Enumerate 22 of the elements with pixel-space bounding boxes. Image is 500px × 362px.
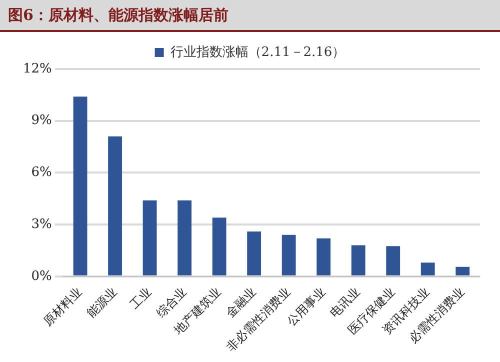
bar bbox=[73, 96, 88, 276]
x-tick-label: 原材料业 bbox=[40, 284, 85, 329]
x-tick-label: 能源业 bbox=[84, 284, 120, 320]
bar bbox=[142, 200, 157, 276]
y-tick-label: 6% bbox=[31, 165, 52, 180]
y-tick-label: 0% bbox=[31, 268, 52, 284]
bar bbox=[316, 238, 331, 276]
bar bbox=[178, 200, 192, 276]
bar bbox=[247, 231, 262, 276]
bar bbox=[351, 245, 366, 276]
bar bbox=[456, 266, 470, 276]
legend-label: 行业指数涨幅（2.11－2.16） bbox=[170, 44, 346, 60]
bar bbox=[212, 218, 226, 276]
x-tick-label: 工业 bbox=[127, 284, 154, 312]
bar bbox=[108, 136, 122, 276]
bar bbox=[282, 234, 296, 276]
chart-title: 图6：原材料、能源指数涨幅居前 bbox=[0, 0, 500, 32]
y-tick-label: 3% bbox=[31, 216, 52, 232]
bar bbox=[386, 246, 400, 276]
bar bbox=[420, 262, 435, 276]
y-tick-label: 9% bbox=[31, 113, 52, 128]
y-tick-label: 12% bbox=[22, 61, 52, 76]
